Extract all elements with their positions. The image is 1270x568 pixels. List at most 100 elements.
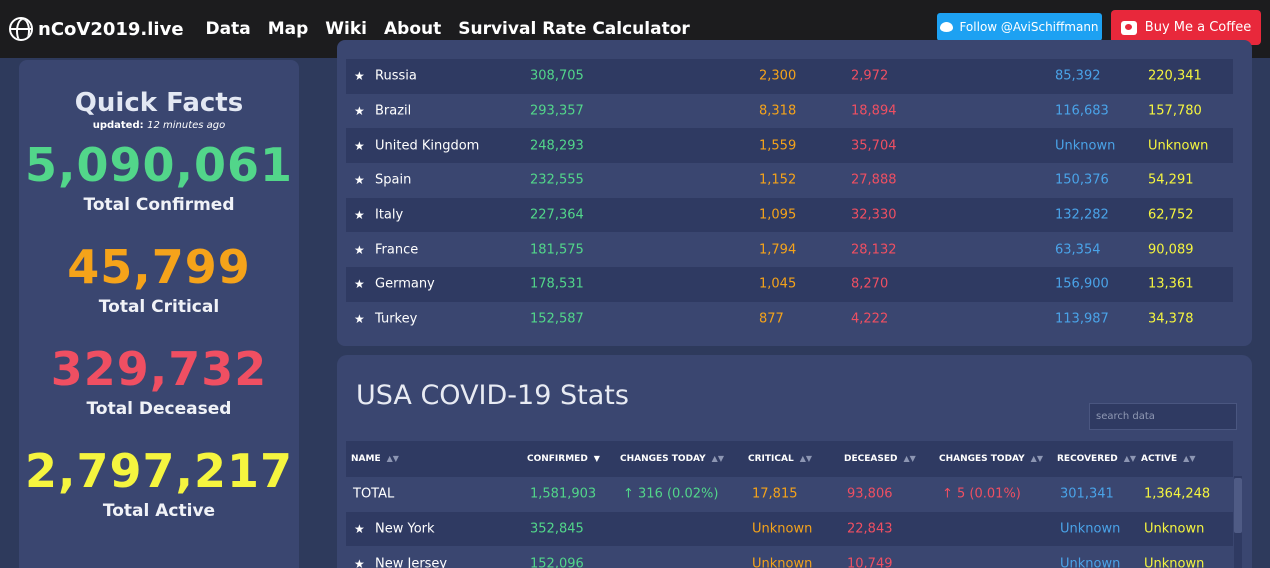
deceased-cell: 35,704 [851,138,897,154]
sort-icon[interactable]: ▲▼ [1183,454,1196,463]
header-changes-today-deceased[interactable]: CHANGES TODAY ▲▼ [939,454,1043,464]
total-confirmed-value: 5,090,061 [25,138,293,192]
total-row[interactable]: TOTAL 1,581,903 ↑ 316 (0.02%) 17,815 93,… [346,477,1233,512]
scrollbar-thumb[interactable] [1234,478,1242,533]
table-row[interactable]: ★ Italy 227,364 1,095 32,330 132,282 62,… [346,197,1233,233]
confirmed-cell: 248,293 [530,138,584,154]
recovered-cell: 150,376 [1055,172,1109,188]
critical-cell: 2,300 [759,68,797,84]
confirmed-cell: 308,705 [530,68,584,84]
header-changes-today-deceased-label: CHANGES TODAY [939,454,1025,464]
star-icon[interactable]: ★ [354,312,365,327]
recovered-cell: Unknown [1060,556,1121,568]
deceased-cell: 2,972 [851,68,889,84]
table-row[interactable]: ★ France 181,575 1,794 28,132 63,354 90,… [346,232,1233,268]
recovered-cell: 156,900 [1055,276,1109,292]
deceased-cell: 4,222 [851,311,889,327]
search-input[interactable] [1089,403,1237,430]
table-row[interactable]: ★ Turkey 152,587 877 4,222 113,987 34,37… [346,301,1233,337]
sort-icon[interactable]: ▲▼ [386,454,399,463]
critical-cell: Unknown [752,556,813,568]
active-cell: 13,361 [1148,276,1194,292]
country-name: Spain [375,172,412,188]
header-critical[interactable]: CRITICAL ▲▼ [748,454,812,464]
table-row[interactable]: ★ Russia 308,705 2,300 2,972 85,392 220,… [346,59,1233,94]
quick-facts-panel: Quick Facts updated: 12 minutes ago 5,09… [19,60,299,568]
nav-link-wiki[interactable]: Wiki [325,19,368,39]
twitter-follow-button[interactable]: Follow @AviSchiffmann [937,13,1102,41]
change-deceased-cell: ↑ 5 (0.01%) [942,486,1021,502]
sort-icon[interactable]: ▲▼ [903,454,916,463]
star-icon[interactable]: ★ [354,104,365,119]
header-deceased[interactable]: DECEASED ▲▼ [844,454,916,464]
header-changes-today[interactable]: CHANGES TODAY ▲▼ [620,454,724,464]
brand-link[interactable]: nCoV2019.live [9,17,184,41]
header-active[interactable]: ACTIVE ▲▼ [1141,454,1195,464]
confirmed-cell: 181,575 [530,242,584,258]
header-deceased-label: DECEASED [844,454,898,464]
table-row[interactable]: ★ Spain 232,555 1,152 27,888 150,376 54,… [346,163,1233,198]
country-name: France [375,242,419,258]
active-cell: Unknown [1144,521,1205,537]
recovered-cell: 132,282 [1055,207,1109,223]
change-confirmed-cell: ↑ 316 (0.02%) [623,486,719,502]
critical-cell: 1,559 [759,138,797,154]
active-cell: 90,089 [1148,242,1194,258]
confirmed-cell: 232,555 [530,172,584,188]
critical-cell: Unknown [752,521,813,537]
country-name: Germany [375,276,435,292]
sort-icon[interactable]: ▲▼ [799,454,812,463]
nav-link-about[interactable]: About [384,19,442,39]
header-name[interactable]: NAME ▲▼ [351,454,399,464]
confirmed-cell: 1,581,903 [530,486,597,502]
sort-desc-icon[interactable]: ▼ [593,454,600,463]
sort-icon[interactable]: ▲▼ [711,454,724,463]
state-name: New York [375,521,435,537]
navbar: nCoV2019.live Data Map Wiki About Surviv… [0,0,1270,58]
table-scrollbar[interactable] [1234,476,1242,568]
active-cell: 54,291 [1148,172,1194,188]
usa-stats-title: USA COVID-19 Stats [356,380,629,411]
table-row[interactable]: ★ New York 352,845 Unknown 22,843 Unknow… [346,511,1233,547]
critical-cell: 8,318 [759,103,797,119]
star-icon[interactable]: ★ [354,277,365,292]
critical-cell: 1,095 [759,207,797,223]
active-cell: Unknown [1148,138,1209,154]
brand-name: nCoV2019.live [38,18,184,40]
header-confirmed[interactable]: CONFIRMED ▼ [527,454,600,464]
header-critical-label: CRITICAL [748,454,794,464]
active-cell: 1,364,248 [1144,486,1211,502]
confirmed-cell: 227,364 [530,207,584,223]
confirmed-cell: 178,531 [530,276,584,292]
nav-link-survival-rate-calculator[interactable]: Survival Rate Calculator [458,19,690,39]
star-icon[interactable]: ★ [354,173,365,188]
buy-coffee-button[interactable]: Buy Me a Coffee [1111,10,1261,45]
recovered-cell: 85,392 [1055,68,1101,84]
star-icon[interactable]: ★ [354,242,365,257]
star-icon[interactable]: ★ [354,522,365,537]
deceased-cell: 10,749 [847,556,893,568]
total-deceased-value: 329,732 [50,342,268,396]
sort-icon[interactable]: ▲▼ [1030,454,1043,463]
updated-text: updated: 12 minutes ago [19,120,299,131]
star-icon[interactable]: ★ [354,138,365,153]
globe-icon [9,17,33,41]
recovered-cell: 63,354 [1055,242,1101,258]
table-row[interactable]: ★ Brazil 293,357 8,318 18,894 116,683 15… [346,93,1233,129]
star-icon[interactable]: ★ [354,556,365,568]
table-row[interactable]: ★ Germany 178,531 1,045 8,270 156,900 13… [346,267,1233,302]
active-cell: 157,780 [1148,103,1202,119]
nav-link-data[interactable]: Data [205,19,251,39]
recovered-cell: Unknown [1055,138,1116,154]
usa-table-header: NAME ▲▼ CONFIRMED ▼ CHANGES TODAY ▲▼ CRITIC… [346,441,1233,477]
header-recovered[interactable]: RECOVERED ▲▼ [1057,454,1136,464]
deceased-cell: 22,843 [847,521,893,537]
table-row[interactable]: ★ New Jersey 152,096 Unknown 10,749 Unkn… [346,546,1233,568]
nav-link-map[interactable]: Map [267,19,309,39]
star-icon[interactable]: ★ [354,208,365,223]
table-row[interactable]: ★ United Kingdom 248,293 1,559 35,704 Un… [346,128,1233,164]
sort-icon[interactable]: ▲▼ [1123,454,1137,463]
critical-cell: 1,045 [759,276,797,292]
confirmed-cell: 352,845 [530,521,584,537]
star-icon[interactable]: ★ [354,69,365,84]
